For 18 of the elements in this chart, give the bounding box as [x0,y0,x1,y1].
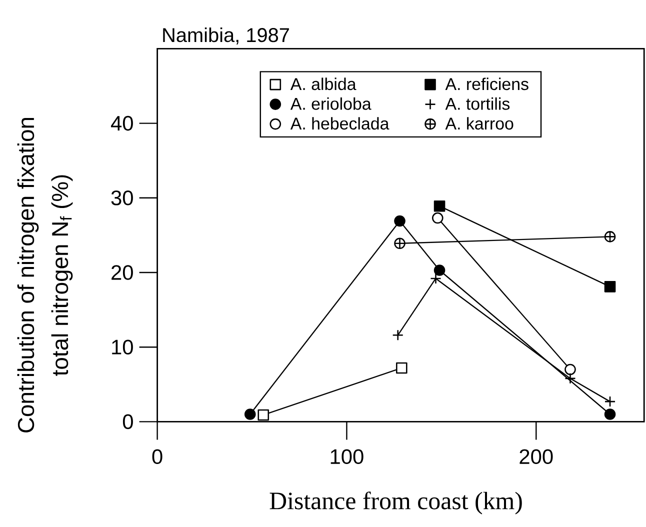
y-tick-label: 20 [112,265,133,280]
x-tick-label: 0 [152,449,162,464]
x-tick-label: 100 [330,449,364,464]
legend-label: A. erioloba [290,97,372,110]
legend-label: A. hebeclada [290,117,390,130]
legend-label: A. reficiens [445,78,528,90]
legend-label: A. tortilis [445,97,510,110]
y-tick-label: 0 [122,414,133,430]
chart-title: Namibia, 1987 [163,28,289,44]
y-tick-label: 30 [111,190,133,206]
text: Contribution of nitrogen fixation [17,118,39,432]
x-axis-title: Distance from coast (km) [270,492,522,514]
text: total nitrogen N$_{f}$ (%) [51,175,73,376]
x-tick-label: 200 [520,449,553,464]
legend-label: A. albida [290,78,356,90]
legend-label: A. karroo [445,117,514,130]
y-tick-label: 40 [110,116,133,131]
y-tick-label: 10 [112,340,133,355]
